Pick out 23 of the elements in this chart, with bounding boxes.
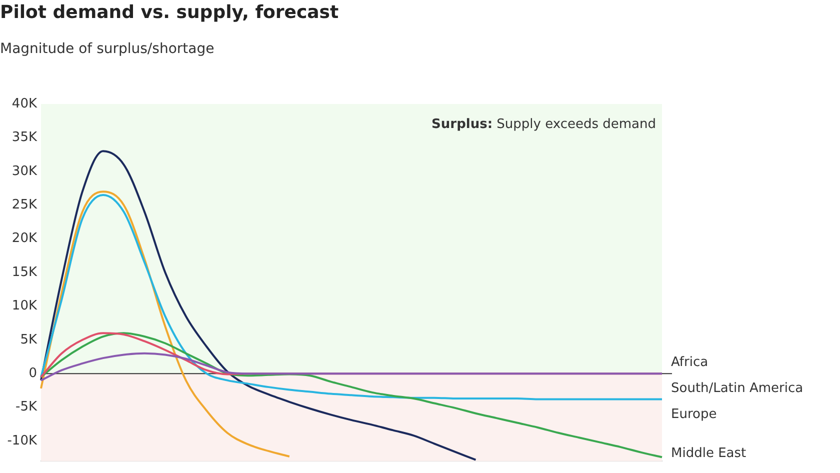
line-series [40, 150, 477, 461]
y-tick-label: 10K [12, 298, 38, 314]
line-series [40, 194, 663, 400]
chart-title: Pilot demand vs. supply, forecast [0, 2, 339, 23]
y-tick-label: 20K [12, 231, 38, 246]
y-tick-label: 30K [12, 164, 38, 179]
y-tick-label: 15K [12, 264, 38, 280]
text: Africa [671, 354, 708, 370]
y-tick-label: 40K [12, 96, 38, 112]
text: South/Latin America [671, 380, 804, 396]
text: Europe [671, 406, 717, 422]
y-tick-label: -5K [16, 400, 38, 415]
chart-subtitle: Magnitude of surplus/shortage [0, 41, 214, 57]
y-tick-label: 5K [20, 332, 38, 348]
line-series [40, 332, 663, 458]
band-label: Surplus: Supply exceeds demand [432, 116, 656, 132]
line-series [40, 190, 290, 458]
line-series [40, 352, 663, 382]
y-tick-label: 0 [28, 366, 37, 381]
text: Middle East [671, 446, 746, 461]
y-tick-label: 25K [12, 197, 38, 212]
y-tick-label: 35K [12, 130, 38, 146]
y-tick-label: -10K [7, 433, 38, 448]
